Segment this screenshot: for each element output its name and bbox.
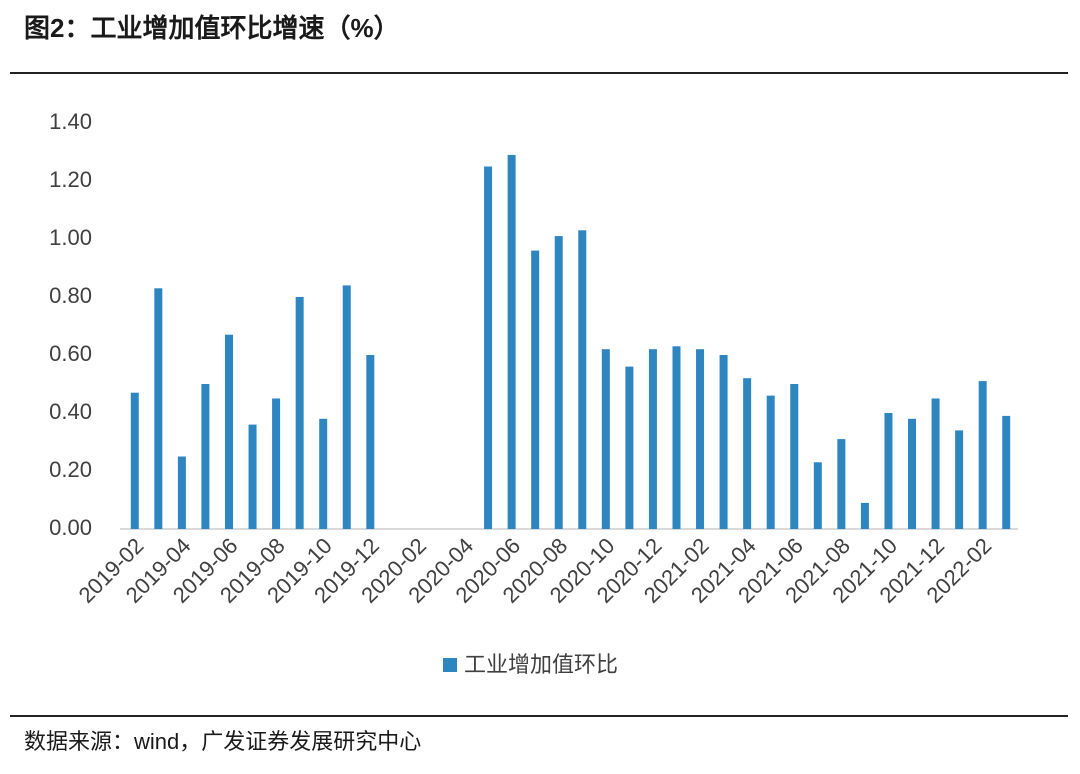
bar	[908, 418, 917, 529]
bar	[272, 398, 281, 529]
bar	[955, 430, 964, 529]
bar	[295, 297, 304, 529]
bar	[1002, 415, 1011, 529]
source: 数据来源：wind，广发证券发展研究中心	[24, 729, 421, 754]
bar	[130, 392, 139, 529]
bar	[813, 462, 822, 529]
bar	[507, 154, 516, 529]
bar	[319, 418, 328, 529]
bar	[860, 502, 869, 529]
bar	[601, 349, 610, 529]
y-tick-label: 0.60	[49, 341, 92, 366]
bar	[648, 349, 657, 529]
bar	[177, 456, 186, 529]
bar	[554, 236, 563, 529]
bar	[884, 413, 893, 529]
bar	[978, 381, 987, 529]
bar	[766, 395, 775, 529]
bar	[201, 384, 210, 529]
bar	[837, 439, 846, 529]
bar	[790, 384, 799, 529]
bar	[484, 166, 493, 529]
bar	[154, 288, 163, 529]
bar	[248, 424, 257, 529]
y-tick-label: 0.20	[49, 457, 92, 482]
bar	[342, 285, 351, 529]
bar	[578, 230, 587, 530]
y-tick-label: 0.80	[49, 283, 92, 308]
bar	[696, 349, 705, 529]
legend-label: 工业增加值环比	[464, 652, 618, 677]
y-tick-label: 0.40	[49, 399, 92, 424]
y-tick-label: 0.00	[49, 515, 92, 540]
bar	[625, 366, 634, 529]
y-tick-label: 1.40	[49, 109, 92, 134]
y-tick-label: 1.00	[49, 225, 92, 250]
y-tick-label: 1.20	[49, 167, 92, 192]
chart-title: 图2：工业增加值环比增速（%）	[24, 13, 400, 43]
bar	[719, 355, 728, 529]
bar	[224, 334, 233, 529]
bar	[931, 398, 940, 529]
bar	[672, 346, 681, 529]
bar	[366, 355, 375, 529]
bar	[743, 378, 752, 529]
legend-swatch	[443, 658, 457, 672]
bar	[531, 250, 540, 529]
